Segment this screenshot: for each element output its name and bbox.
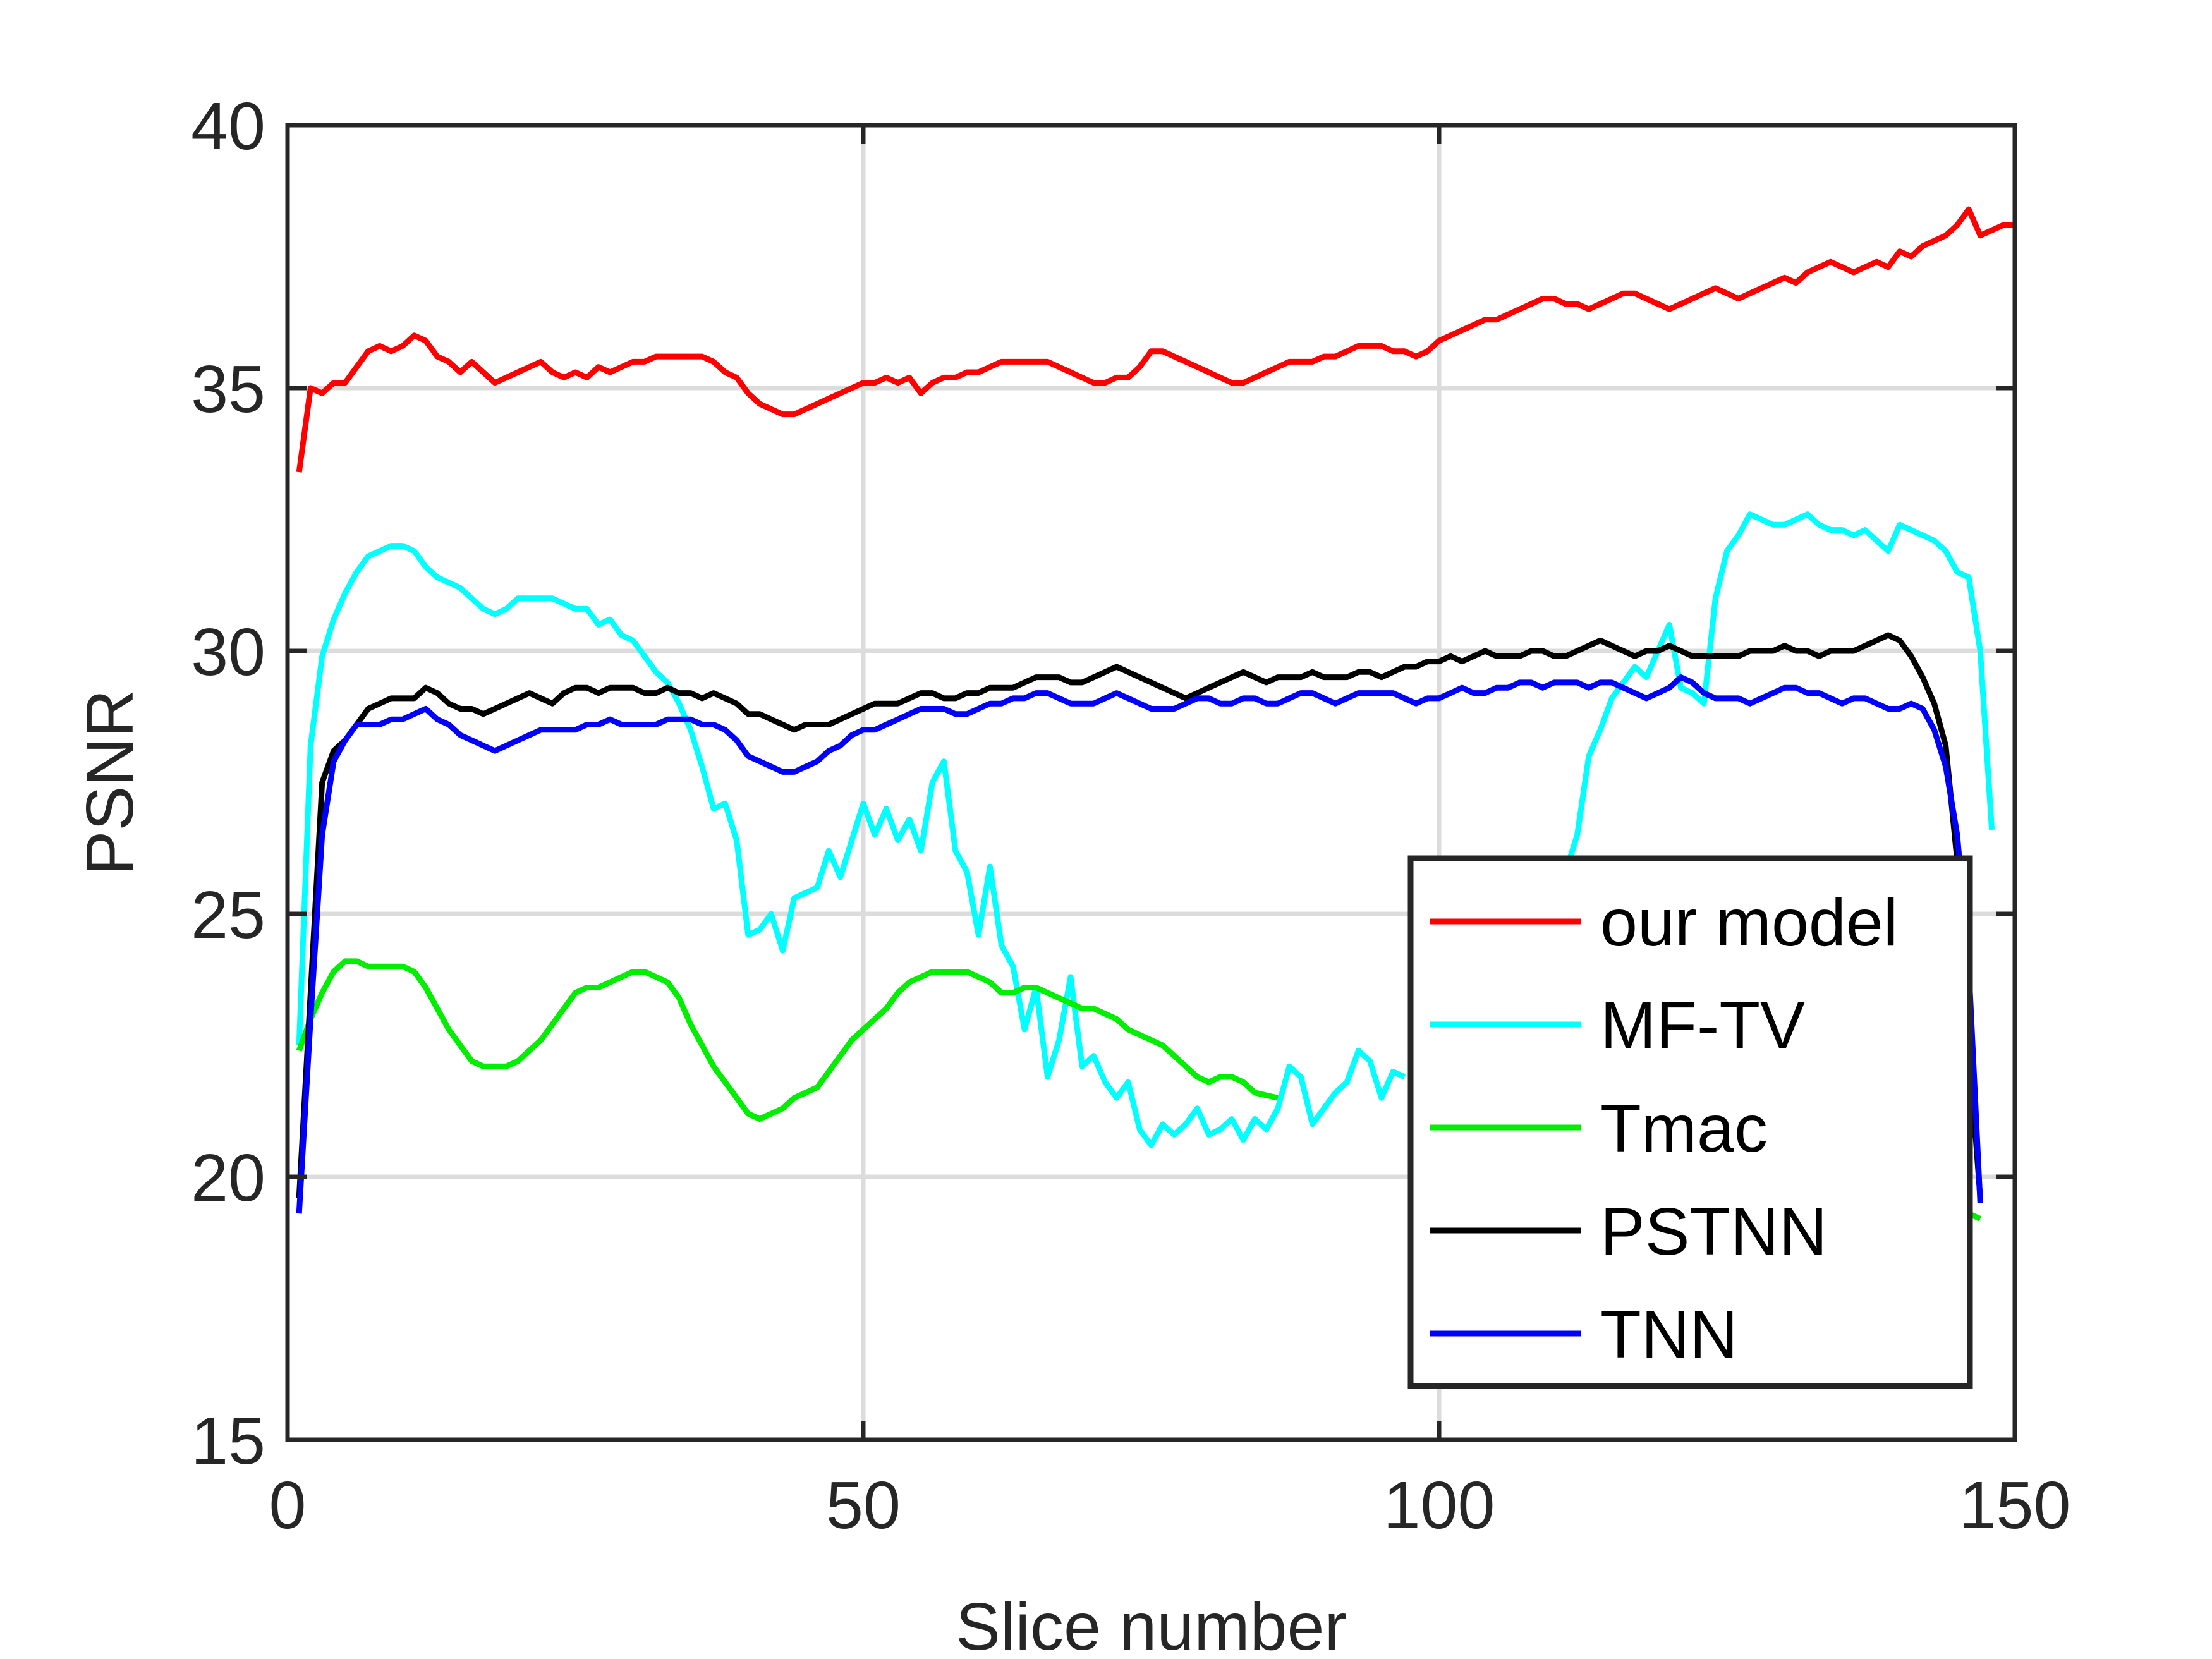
x-tick-label: 150: [1959, 1468, 2071, 1543]
y-tick-label: 20: [191, 1141, 265, 1215]
x-tick-label: 100: [1383, 1468, 1495, 1543]
plot-area-frame: [285, 123, 2017, 1442]
series-line-mf-tv: [296, 511, 1995, 1148]
y-tick-label: 30: [191, 615, 265, 690]
legend-label: TNN: [1600, 1297, 1738, 1372]
x-axis-title: Slice number: [956, 1589, 1347, 1659]
series-line-our-model: [296, 206, 2015, 473]
legend-label: Tmac: [1600, 1091, 1768, 1166]
y-tick-label: 25: [191, 878, 265, 952]
legend-label: our model: [1600, 885, 1898, 960]
y-tick-label: 15: [191, 1404, 265, 1478]
axis-ticks: 0 50 100 150 15 20 25 30 35 40: [191, 89, 2070, 1543]
legend-label: MF-TV: [1600, 988, 1805, 1063]
legend-box: [1407, 855, 1973, 1389]
y-axis-title: PSNR: [73, 690, 147, 876]
series-line-pstnn: [296, 632, 1983, 1198]
series-line-tnn: [296, 674, 1983, 1214]
x-tick-label: 0: [269, 1468, 307, 1543]
legend: our model MF-TV Tmac PSTNN TNN: [1407, 855, 1973, 1389]
y-tick-label: 35: [191, 352, 265, 427]
y-tick-label: 40: [191, 89, 265, 164]
x-tick-label: 50: [826, 1468, 901, 1543]
legend-label: PSTNN: [1600, 1194, 1827, 1269]
